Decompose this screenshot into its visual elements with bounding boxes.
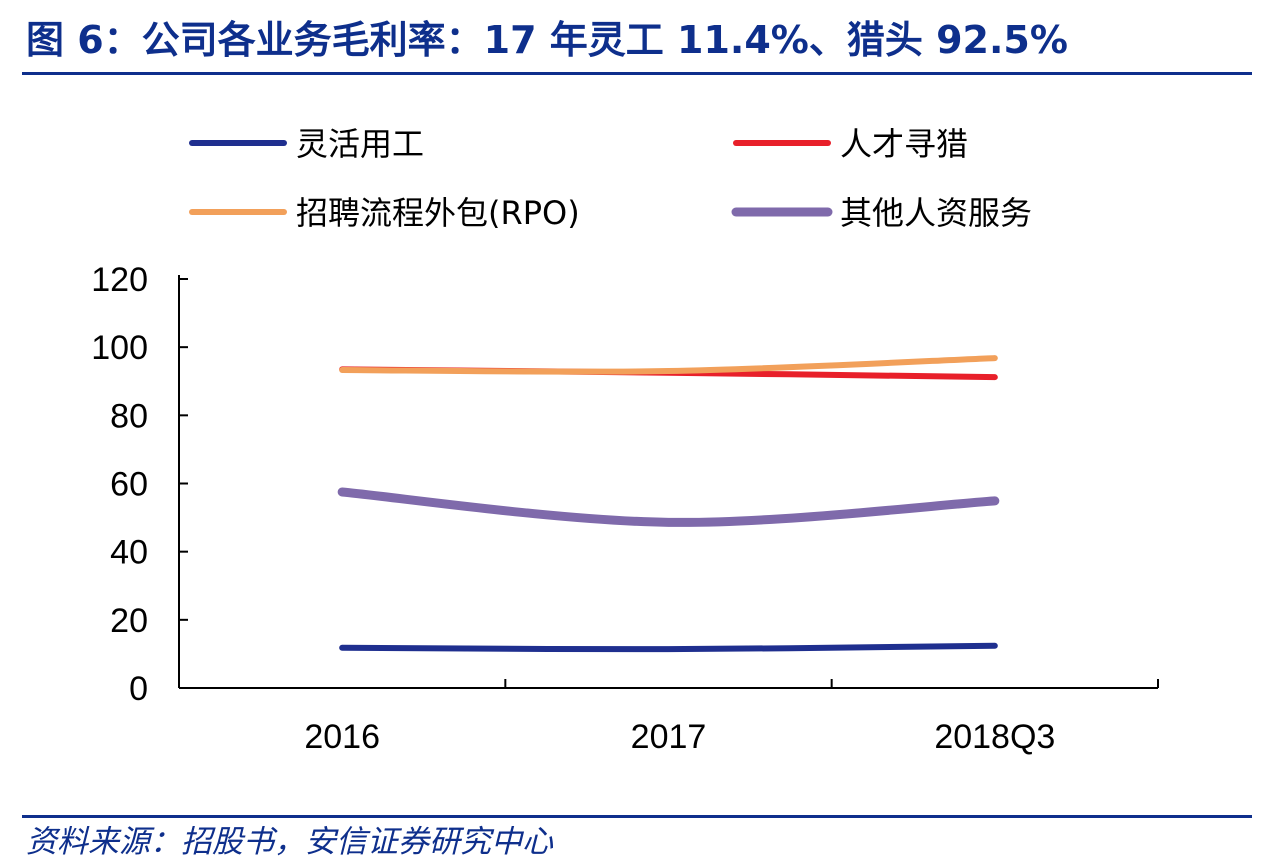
figure-title: 图 6：公司各业务毛利率：17 年灵工 11.4%、猎头 92.5% — [26, 18, 1068, 62]
source-note: 资料来源：招股书，安信证券研究中心 — [26, 824, 553, 860]
legend-label: 招聘流程外包(RPO) — [296, 194, 580, 232]
y-tick-label: 40 — [110, 534, 148, 572]
legend-label: 其他人资服务 — [840, 194, 1032, 232]
y-tick-label: 120 — [91, 261, 148, 299]
x-tick-label: 2017 — [631, 718, 707, 756]
series-line-4 — [337, 487, 1000, 527]
y-tick-label: 80 — [110, 397, 148, 435]
y-tick-label: 60 — [110, 466, 148, 504]
legend-label: 灵活用工 — [296, 125, 424, 163]
series-line-1 — [339, 642, 998, 653]
source-rule — [22, 815, 1252, 818]
x-tick-label: 2016 — [304, 718, 380, 756]
legend-label: 人才寻猎 — [840, 125, 968, 163]
series-line-3 — [339, 355, 998, 375]
y-tick-label: 20 — [110, 602, 148, 640]
y-tick-label: 0 — [129, 670, 148, 708]
y-tick-label: 100 — [91, 329, 148, 367]
title-rule — [22, 72, 1252, 75]
x-tick-label: 2018Q3 — [934, 718, 1055, 756]
